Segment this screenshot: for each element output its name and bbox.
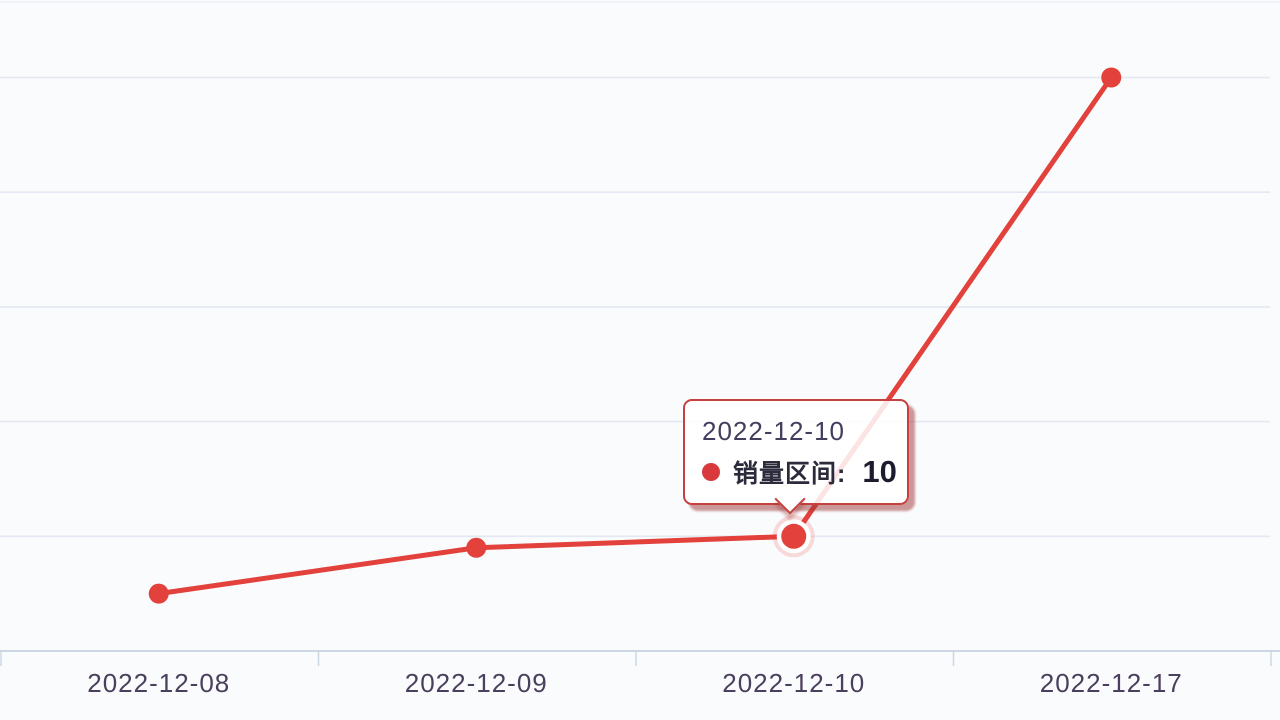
- x-axis-label: 2022-12-09: [404, 668, 548, 698]
- tooltip: 2022-12-10 销量区间: 10: [683, 399, 909, 515]
- highlighted-point[interactable]: [781, 523, 807, 549]
- data-point[interactable]: [148, 583, 169, 604]
- tooltip-title: 2022-12-10: [702, 416, 845, 446]
- tooltip-series-label: 销量区间:: [733, 459, 847, 488]
- data-point[interactable]: [466, 537, 487, 558]
- x-axis: 2022-12-08 2022-12-09 2022-12-10 2022-12…: [0, 668, 1270, 699]
- data-point[interactable]: [1101, 67, 1122, 88]
- tooltip-row: 销量区间: 10: [702, 454, 907, 490]
- series-line: [156, 75, 1114, 597]
- x-axis-label: 2022-12-17: [1039, 668, 1183, 698]
- x-axis-label: 2022-12-10: [722, 668, 866, 698]
- x-axis-label: 2022-12-08: [87, 668, 231, 698]
- tooltip-value: 10: [862, 453, 897, 489]
- series-marker-icon: [702, 462, 720, 481]
